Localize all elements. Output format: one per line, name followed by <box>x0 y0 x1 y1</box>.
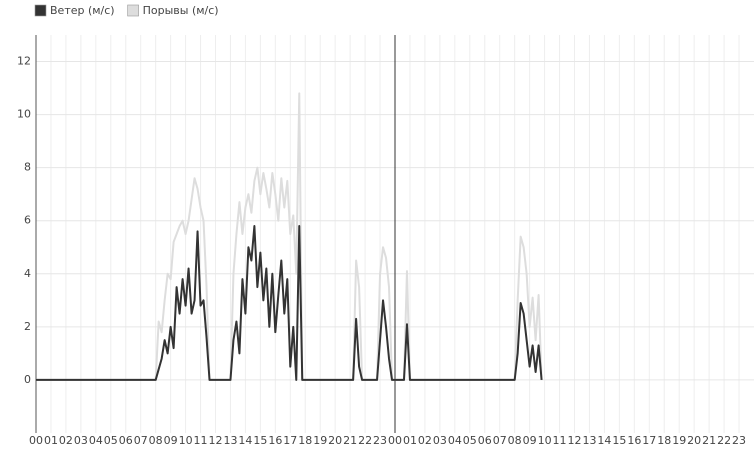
x-tick-label: 01 <box>44 434 58 447</box>
x-tick-label: 00 <box>388 434 402 447</box>
x-tick-label: 22 <box>358 434 372 447</box>
x-tick-label: 14 <box>597 434 611 447</box>
x-tick-label: 03 <box>433 434 447 447</box>
x-tick-label: 18 <box>298 434 312 447</box>
x-tick-label: 08 <box>149 434 163 447</box>
x-tick-label: 18 <box>657 434 671 447</box>
y-tick-label: 4 <box>24 267 31 280</box>
x-tick-label: 07 <box>493 434 507 447</box>
series-line <box>36 92 543 381</box>
x-tick-label: 11 <box>553 434 567 447</box>
x-tick-label: 04 <box>448 434 462 447</box>
x-tick-label: 02 <box>418 434 432 447</box>
x-tick-label: 02 <box>59 434 73 447</box>
x-tick-label: 06 <box>119 434 133 447</box>
legend-label: Ветер (м/с) <box>50 4 115 17</box>
x-tick-label: 22 <box>717 434 731 447</box>
x-tick-label: 17 <box>642 434 656 447</box>
x-tick-label: 13 <box>223 434 237 447</box>
x-tick-label: 15 <box>253 434 267 447</box>
x-tick-label: 03 <box>74 434 88 447</box>
x-tick-label: 20 <box>328 434 342 447</box>
x-tick-label: 13 <box>582 434 596 447</box>
x-tick-label: 08 <box>508 434 522 447</box>
y-tick-label: 0 <box>24 373 31 386</box>
x-tick-label: 01 <box>403 434 417 447</box>
legend-swatch <box>127 4 139 17</box>
legend-swatch <box>34 4 47 17</box>
x-tick-label: 23 <box>373 434 387 447</box>
x-tick-label: 10 <box>179 434 193 447</box>
x-tick-label: 05 <box>463 434 477 447</box>
y-tick-label: 6 <box>24 214 31 227</box>
x-tick-label: 15 <box>612 434 626 447</box>
x-tick-label: 20 <box>687 434 701 447</box>
x-tick-label: 11 <box>194 434 208 447</box>
y-tick-label: 12 <box>17 55 31 68</box>
x-tick-label: 17 <box>283 434 297 447</box>
x-tick-label: 23 <box>732 434 746 447</box>
x-tick-label: 19 <box>313 434 327 447</box>
x-tick-label: 19 <box>672 434 686 447</box>
x-tick-label: 10 <box>538 434 552 447</box>
x-tick-label: 16 <box>627 434 641 447</box>
x-tick-label: 04 <box>89 434 103 447</box>
x-tick-label: 12 <box>209 434 223 447</box>
x-tick-label: 16 <box>268 434 282 447</box>
x-tick-label: 07 <box>134 434 148 447</box>
x-tick-label: 09 <box>164 434 178 447</box>
y-tick-label: 8 <box>24 161 31 174</box>
x-tick-label: 21 <box>702 434 716 447</box>
x-tick-label: 14 <box>238 434 252 447</box>
x-tick-label: 00 <box>29 434 43 447</box>
legend-label: Порывы (м/с) <box>143 4 219 17</box>
y-tick-label: 2 <box>24 320 31 333</box>
series-line <box>36 225 543 381</box>
y-tick-label: 10 <box>17 108 31 121</box>
x-tick-label: 06 <box>478 434 492 447</box>
x-tick-label: 09 <box>523 434 537 447</box>
x-tick-label: 21 <box>343 434 357 447</box>
x-tick-label: 05 <box>104 434 118 447</box>
x-tick-label: 12 <box>568 434 582 447</box>
